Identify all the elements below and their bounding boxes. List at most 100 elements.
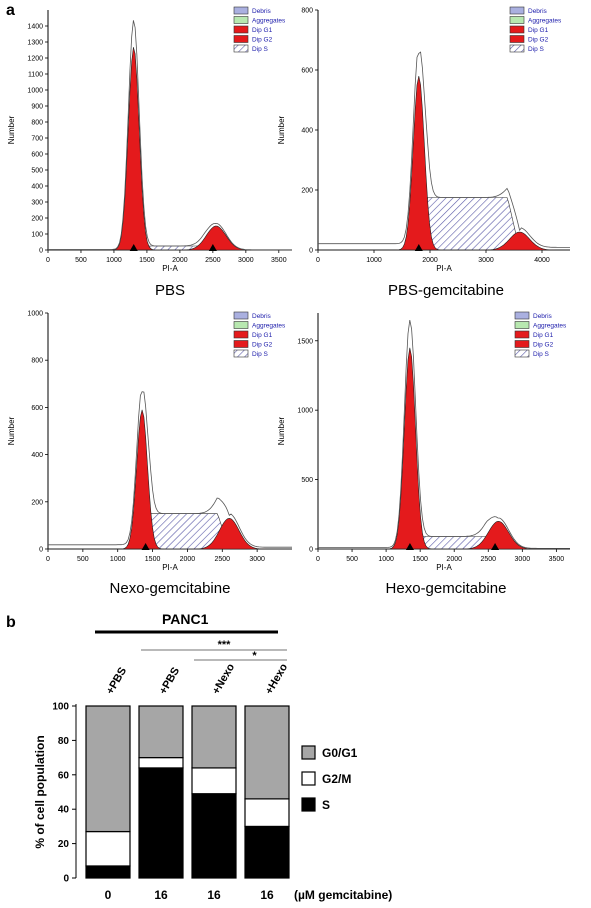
- hist0-legend-swatch-3: [233, 35, 249, 43]
- hist0-xlabel: PI-A: [162, 264, 178, 273]
- hist3-legend-swatch-3: [514, 340, 530, 348]
- bar-legend-label-0: G0/G1: [322, 746, 358, 760]
- bar-3-g0g1: [244, 705, 290, 800]
- hist0-ytick-label-12: 1200: [27, 56, 43, 63]
- hist2-raw-histogram: [48, 391, 292, 548]
- bar-legend-label-2: S: [322, 798, 330, 812]
- hist0-ytick-label-14: 1400: [27, 24, 43, 31]
- hist0-legend-swatch-1: [233, 16, 249, 24]
- hist2-ytick-label-1: 200: [31, 499, 43, 506]
- hist-title-pbs: PBS: [154, 282, 185, 299]
- bar-2-s: [191, 793, 237, 879]
- hist0-ytick-label-9: 900: [31, 104, 43, 111]
- bar-1-g0g1: [138, 705, 184, 759]
- hist3-legend-label-0: Debris: [533, 313, 553, 320]
- hist2-legend-label-1: Aggregates: [252, 323, 286, 330]
- hist2-ytick-label-4: 800: [31, 358, 43, 365]
- significance-mark-1: *: [252, 650, 257, 662]
- bar-x-value-0: 0: [105, 888, 112, 902]
- bar-ytick-label-0: 0: [63, 874, 69, 885]
- bar-legend-swatch-2: [301, 797, 316, 812]
- hist-title-pbs-gem: PBS-gemcitabine: [388, 282, 504, 299]
- hist2-peak-marker-0: [141, 543, 150, 550]
- hist3-legend-swatch-4: [514, 349, 530, 358]
- bar-x-value-3: 16: [260, 888, 274, 902]
- hist3-ytick-label-1: 500: [301, 477, 313, 484]
- hist2-xtick-label-1: 500: [77, 556, 89, 563]
- hist1-legend-label-2: Dip G1: [528, 27, 549, 34]
- hist3-g1-peak: [318, 347, 570, 550]
- hist2-legend-label-4: Dip S: [252, 351, 269, 358]
- bar-x-unit-label: (µM gemcitabine): [294, 888, 392, 902]
- hist2-xtick-label-6: 3000: [249, 556, 265, 563]
- hist1-xtick-label-4: 4000: [534, 257, 550, 264]
- hist2-xtick-label-5: 2500: [214, 556, 230, 563]
- bar-ytick-label-3: 60: [58, 770, 70, 781]
- bar-3-g2m: [244, 798, 290, 828]
- hist1-legend-swatch-4: [509, 44, 525, 53]
- hist3-xtick-label-2: 1000: [378, 556, 394, 563]
- hist0-legend-label-3: Dip G2: [252, 37, 273, 44]
- hist0-xtick-label-5: 2500: [205, 257, 221, 264]
- hist0-ylabel: Number: [7, 115, 16, 144]
- hist3-xtick-label-1: 500: [346, 556, 358, 563]
- hist0-xtick-label-4: 2000: [172, 257, 188, 264]
- bar-3-s: [244, 825, 290, 879]
- hist3-legend-label-3: Dip G2: [533, 342, 554, 349]
- hist1-legend-swatch-2: [509, 25, 525, 34]
- bar-0-g2m: [85, 830, 131, 867]
- hist1-legend-label-4: Dip S: [528, 46, 545, 53]
- hist1-xtick-label-2: 2000: [422, 257, 438, 264]
- hist0-ytick-label-1: 100: [31, 232, 43, 239]
- hist2-legend-swatch-3: [233, 340, 249, 348]
- hist1-xtick-label-3: 3000: [478, 257, 494, 264]
- hist0-ytick-label-0: 0: [39, 248, 43, 255]
- bar-legend-swatch-0: [301, 745, 316, 760]
- hist3-xtick-label-6: 3000: [515, 556, 531, 563]
- hist0-xtick-label-3: 1500: [139, 257, 155, 264]
- hist2-legend-label-3: Dip G2: [252, 342, 273, 349]
- hist2-ylabel: Number: [7, 416, 16, 445]
- hist1-legend-label-1: Aggregates: [528, 18, 562, 25]
- hist2-g2-peak: [48, 517, 292, 550]
- hist3-ylabel: Number: [277, 416, 286, 445]
- bar-category-label-3: +Hexo: [263, 661, 290, 696]
- hist2-ytick-label-5: 1000: [27, 311, 43, 318]
- hist3-g2-peak: [318, 520, 570, 550]
- hist0-legend-swatch-2: [233, 25, 249, 34]
- hist0-raw-histogram: [48, 20, 292, 251]
- hist0-legend-label-2: Dip G1: [252, 27, 273, 34]
- bar-x-value-1: 16: [154, 888, 168, 902]
- hist0-ytick-label-13: 1300: [27, 40, 43, 47]
- hist2-legend-swatch-2: [233, 330, 249, 339]
- hist0-xtick-label-2: 1000: [106, 257, 122, 264]
- bar-legend-label-1: G2/M: [322, 772, 351, 786]
- hist0-xtick-label-0: 0: [46, 257, 50, 264]
- hist3-ytick-label-0: 0: [309, 547, 313, 554]
- hist2-legend-swatch-0: [233, 311, 249, 320]
- bar-2-g0g1: [191, 705, 237, 769]
- significance-mark-0: ***: [218, 639, 232, 651]
- hist1-legend-swatch-0: [509, 6, 525, 15]
- hist1-ytick-label-3: 600: [301, 68, 313, 75]
- panel-a-label: a: [6, 2, 15, 19]
- hist0-ytick-label-11: 1100: [28, 72, 43, 79]
- bar-ytick-label-1: 20: [58, 839, 70, 850]
- hist1-ytick-label-1: 200: [301, 188, 313, 195]
- hist2-legend-swatch-4: [233, 349, 249, 358]
- bar-0-g0g1: [85, 705, 131, 833]
- hist3-xtick-label-3: 1500: [412, 556, 428, 563]
- hist0-ytick-label-2: 200: [31, 216, 43, 223]
- hist3-legend-swatch-0: [514, 311, 530, 320]
- hist0-legend-swatch-0: [233, 6, 249, 15]
- hist2-legend-label-2: Dip G1: [252, 332, 273, 339]
- hist0-legend-label-1: Aggregates: [252, 18, 286, 25]
- bar-category-label-1: +PBS: [157, 665, 182, 696]
- hist0-xtick-label-1: 500: [75, 257, 87, 264]
- panel-b-label: b: [6, 614, 16, 631]
- hist3-legend-label-2: Dip G1: [533, 332, 554, 339]
- bar-category-label-0: +PBS: [104, 665, 129, 696]
- hist3-peak-marker-0: [405, 543, 414, 550]
- bar-1-g2m: [138, 756, 184, 769]
